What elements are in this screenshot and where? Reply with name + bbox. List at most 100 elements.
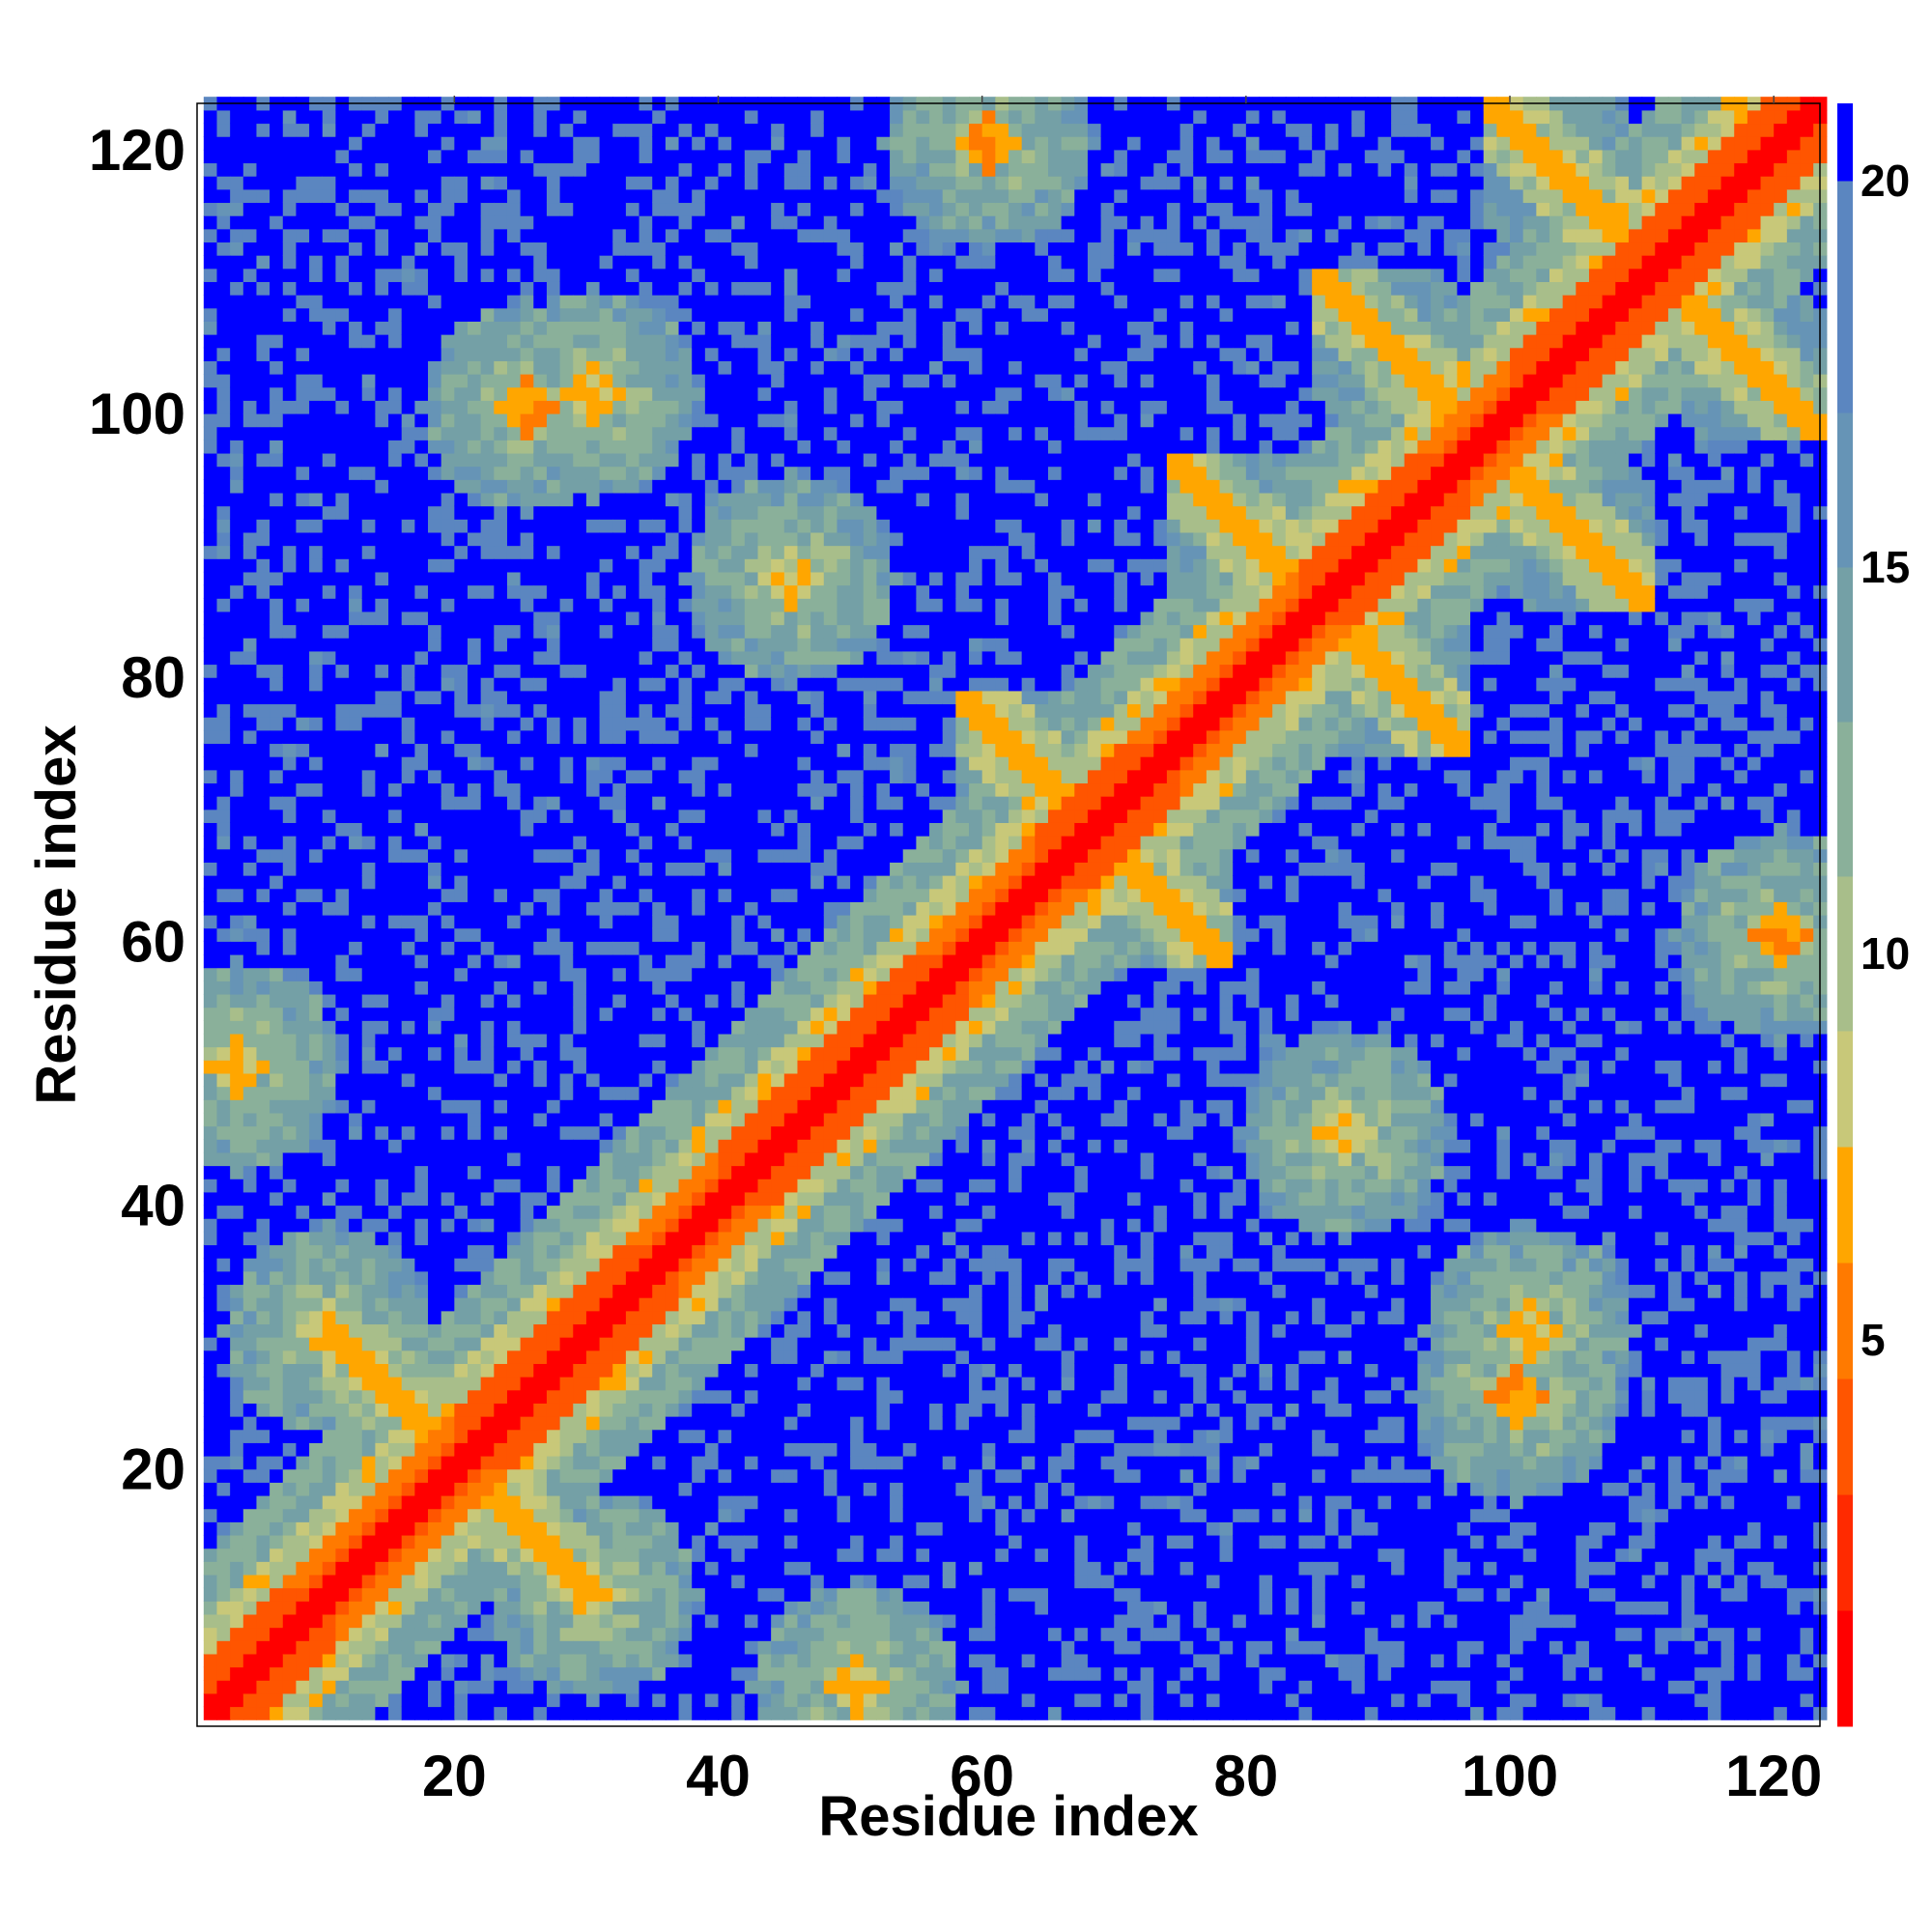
heatmap-cell — [585, 519, 601, 533]
heatmap-cell — [625, 1692, 640, 1708]
heatmap-cell — [375, 1363, 389, 1378]
heatmap-cell — [573, 1205, 587, 1219]
heatmap-cell — [282, 1020, 298, 1035]
heatmap-cell — [612, 176, 627, 190]
heatmap-cell — [361, 941, 376, 955]
heatmap-cell — [349, 927, 363, 942]
heatmap-cell — [282, 1258, 298, 1272]
heatmap-cell — [599, 1072, 613, 1088]
heatmap-cell — [309, 1482, 324, 1496]
heatmap-cell — [216, 558, 231, 573]
heatmap-cell — [692, 255, 706, 270]
heatmap-cell — [230, 584, 244, 599]
heatmap-cell — [468, 1548, 482, 1562]
heatmap-cell — [296, 176, 310, 190]
heatmap-cell — [349, 862, 363, 876]
heatmap-cell — [428, 1323, 442, 1338]
heatmap-cell — [349, 809, 363, 823]
heatmap-cell — [230, 1310, 244, 1325]
heatmap-cell — [270, 1350, 284, 1364]
heatmap-cell — [428, 1297, 442, 1312]
heatmap-cell — [692, 176, 706, 190]
heatmap-cell — [216, 862, 231, 876]
heatmap-cell — [494, 400, 508, 414]
heatmap-cell — [388, 531, 403, 547]
heatmap-cell — [322, 782, 337, 797]
heatmap-cell — [428, 1258, 442, 1272]
heatmap-cell — [414, 360, 429, 375]
heatmap-cell — [639, 558, 653, 573]
heatmap-cell — [361, 412, 376, 428]
heatmap-cell — [414, 941, 429, 955]
heatmap-cell — [533, 1072, 548, 1088]
heatmap-cell — [468, 1046, 482, 1061]
heatmap-cell — [546, 1534, 561, 1549]
heatmap-cell — [322, 690, 337, 705]
heatmap-cell — [242, 1007, 258, 1021]
heatmap-cell — [652, 386, 667, 401]
heatmap-cell — [375, 1468, 389, 1483]
heatmap-cell — [296, 1072, 310, 1088]
heatmap-cell — [612, 927, 627, 942]
heatmap-cell — [559, 1601, 574, 1615]
heatmap-cell — [573, 915, 587, 929]
heatmap-cell — [652, 1046, 667, 1061]
heatmap-cell — [361, 466, 376, 480]
heatmap-cell — [718, 796, 732, 810]
heatmap-cell — [322, 386, 337, 401]
heatmap-cell — [242, 848, 258, 863]
heatmap-cell — [704, 1205, 720, 1219]
heatmap-cell — [454, 307, 469, 322]
heatmap-cell — [599, 1640, 613, 1655]
heatmap-cell — [414, 1680, 429, 1694]
heatmap-cell — [718, 1244, 732, 1259]
heatmap-cell — [282, 1007, 298, 1021]
heatmap-cell — [585, 109, 601, 125]
heatmap-cell — [559, 1323, 574, 1338]
heatmap-cell — [692, 1218, 706, 1233]
heatmap-cell — [270, 545, 284, 559]
heatmap-cell — [440, 1231, 455, 1246]
heatmap-cell — [639, 1086, 653, 1100]
heatmap-cell — [230, 1666, 244, 1681]
heatmap-cell — [401, 295, 415, 309]
heatmap-cell — [322, 1165, 337, 1179]
heatmap-cell — [599, 519, 613, 533]
heatmap-cell — [533, 123, 548, 137]
heatmap-cell — [375, 1521, 389, 1536]
heatmap-cell — [230, 1706, 244, 1720]
heatmap-cell — [585, 796, 601, 810]
heatmap-cell — [282, 374, 298, 388]
heatmap-cell — [468, 664, 482, 678]
heatmap-cell — [599, 1258, 613, 1272]
heatmap-cell — [585, 452, 601, 468]
heatmap-cell — [520, 862, 534, 876]
heatmap-cell — [678, 268, 693, 282]
heatmap-cell — [652, 1007, 667, 1021]
heatmap-cell — [428, 901, 442, 916]
heatmap-cell — [282, 1244, 298, 1259]
heatmap-cell — [506, 1151, 522, 1167]
heatmap-cell — [296, 756, 310, 771]
heatmap-cell — [678, 1284, 693, 1298]
heatmap-cell — [309, 492, 324, 507]
heatmap-cell — [401, 1494, 415, 1510]
heatmap-cell — [375, 1653, 389, 1668]
heatmap-cell — [704, 162, 720, 177]
heatmap-cell — [494, 1416, 508, 1431]
heatmap-cell — [414, 848, 429, 863]
heatmap-cell — [585, 967, 601, 981]
heatmap-cell — [230, 281, 244, 296]
heatmap-cell — [678, 941, 693, 955]
heatmap-cell — [349, 941, 363, 955]
heatmap-cell — [625, 1680, 640, 1694]
heatmap-cell — [731, 875, 746, 890]
heatmap-cell — [322, 1587, 337, 1602]
heatmap-cell — [454, 1456, 469, 1470]
heatmap-cell — [573, 1179, 587, 1193]
heatmap-cell — [533, 1442, 548, 1457]
heatmap-cell — [282, 1191, 298, 1207]
heatmap-cell — [270, 1244, 284, 1259]
heatmap-cell — [520, 584, 534, 599]
heatmap-cell — [361, 1429, 376, 1443]
